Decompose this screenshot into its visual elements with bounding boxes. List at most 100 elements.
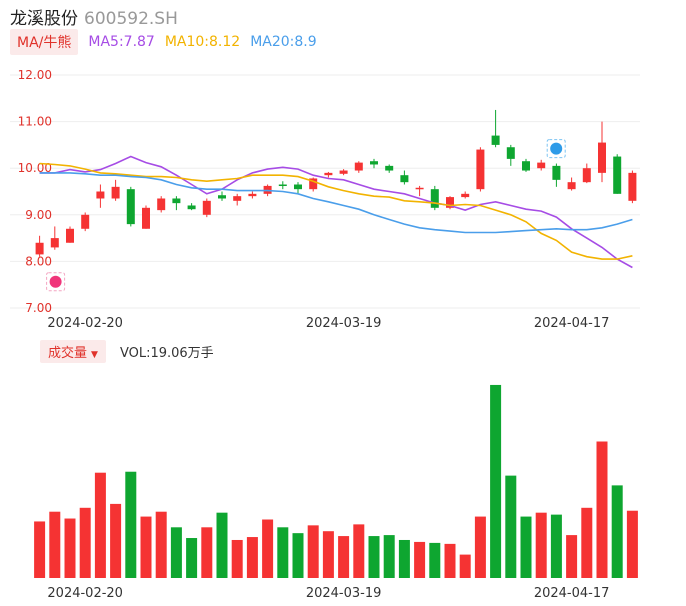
volume-bar bbox=[94, 472, 106, 578]
volume-bar bbox=[596, 441, 608, 578]
candle bbox=[142, 205, 150, 229]
candle bbox=[598, 121, 606, 183]
candle bbox=[552, 163, 561, 187]
candle-body bbox=[430, 189, 439, 208]
stock-header: 龙溪股份 600592.SH bbox=[10, 4, 178, 29]
x-tick-label: 2024-04-17 bbox=[534, 586, 610, 601]
y-tick-label: 9.00 bbox=[25, 208, 52, 222]
candle-body bbox=[370, 161, 378, 165]
candle-body bbox=[598, 142, 606, 173]
volume-bar bbox=[429, 542, 441, 578]
volume-bar bbox=[581, 507, 593, 578]
candle bbox=[66, 226, 74, 243]
candle-body bbox=[35, 242, 44, 255]
candle bbox=[628, 170, 637, 204]
volume-indicator-selector[interactable]: 成交量 ▼ bbox=[40, 339, 106, 363]
volume-bar bbox=[307, 525, 319, 578]
candle bbox=[187, 203, 196, 211]
volume-bar bbox=[474, 516, 486, 578]
volume-bar bbox=[125, 471, 137, 578]
volume-bars bbox=[34, 384, 638, 578]
volume-bar bbox=[292, 533, 304, 578]
volume-bar bbox=[611, 485, 623, 578]
volume-bar bbox=[322, 531, 334, 578]
volume-bar bbox=[79, 507, 91, 578]
candle bbox=[50, 226, 59, 250]
volume-bar bbox=[566, 535, 578, 578]
candle-body bbox=[126, 189, 135, 225]
candle-body bbox=[324, 172, 333, 176]
candle bbox=[35, 235, 44, 257]
candle bbox=[567, 177, 576, 191]
y-axis-labels: 12.00 11.00 10.00 9.00 8.00 7.00 bbox=[18, 68, 52, 315]
red-badge-icon bbox=[46, 272, 66, 292]
ma-indicator-selector[interactable]: MA/牛熊 bbox=[10, 29, 79, 55]
candle bbox=[339, 169, 348, 176]
candle-body bbox=[567, 182, 576, 190]
volume-bar bbox=[626, 510, 638, 578]
candle bbox=[233, 193, 242, 206]
candle-body bbox=[278, 184, 287, 187]
candle-body bbox=[81, 214, 90, 229]
volume-bar bbox=[216, 512, 228, 578]
volume-bar bbox=[459, 554, 471, 578]
badge-frame bbox=[46, 272, 66, 292]
candle-body bbox=[218, 195, 226, 199]
ma-legend: MA/牛熊 MA5:7.87 MA10:8.12 MA20:8.9 bbox=[10, 29, 317, 55]
ma10-label: MA10:8.12 bbox=[164, 34, 241, 50]
volume-value: VOL:19.06万手 bbox=[119, 345, 214, 361]
candle-body bbox=[172, 198, 181, 204]
x-tick-label: 2024-02-20 bbox=[47, 586, 123, 601]
volume-bar bbox=[34, 521, 46, 578]
candle-body bbox=[339, 170, 348, 174]
volume-bar bbox=[110, 503, 122, 578]
candle-body bbox=[476, 149, 485, 190]
candle-body bbox=[142, 207, 150, 229]
x-tick-label: 2024-04-17 bbox=[534, 316, 610, 331]
volume-bar bbox=[49, 511, 61, 578]
candle-body bbox=[522, 161, 530, 171]
y-tick-label: 10.00 bbox=[18, 161, 52, 175]
ma10-line bbox=[39, 162, 633, 260]
candle-body bbox=[491, 135, 500, 145]
candle bbox=[400, 170, 409, 185]
y-tick-label: 12.00 bbox=[18, 68, 52, 82]
candle-body bbox=[628, 172, 637, 201]
candle bbox=[309, 177, 318, 192]
volume-bar bbox=[140, 516, 152, 578]
candle-body bbox=[96, 191, 105, 199]
volume-bar bbox=[338, 536, 350, 578]
candle-body bbox=[202, 200, 211, 215]
candle bbox=[446, 196, 454, 210]
volume-bar bbox=[186, 538, 198, 578]
candle bbox=[370, 158, 378, 169]
badge-dot bbox=[550, 142, 563, 155]
volume-bar bbox=[231, 539, 243, 578]
candle-body bbox=[552, 165, 561, 180]
volume-bar bbox=[505, 475, 517, 578]
x-tick-label: 2024-03-19 bbox=[306, 316, 382, 331]
candle bbox=[218, 191, 226, 201]
volume-bar bbox=[201, 527, 213, 578]
candle-body bbox=[582, 168, 591, 183]
candle bbox=[294, 182, 302, 194]
candle bbox=[491, 109, 500, 148]
candle-body bbox=[157, 198, 166, 211]
candle bbox=[81, 212, 90, 232]
candle bbox=[324, 171, 333, 178]
candle bbox=[385, 164, 394, 173]
candle-body bbox=[309, 178, 318, 190]
candle-body bbox=[187, 205, 196, 210]
volume-bar bbox=[262, 519, 274, 578]
volume-bar bbox=[490, 384, 502, 578]
candle-body bbox=[537, 162, 546, 169]
candle-body bbox=[294, 184, 302, 190]
volume-legend: 成交量 ▼ VOL:19.06万手 bbox=[40, 339, 214, 363]
candle bbox=[354, 161, 363, 173]
x-tick-label: 2024-02-20 bbox=[47, 316, 123, 331]
ma5-label: MA5:7.87 bbox=[88, 34, 155, 50]
volume-bar bbox=[444, 543, 456, 578]
x-tick-label: 2024-03-19 bbox=[306, 586, 382, 601]
candle-body bbox=[613, 156, 622, 194]
ma20-label: MA20:8.9 bbox=[250, 34, 317, 50]
